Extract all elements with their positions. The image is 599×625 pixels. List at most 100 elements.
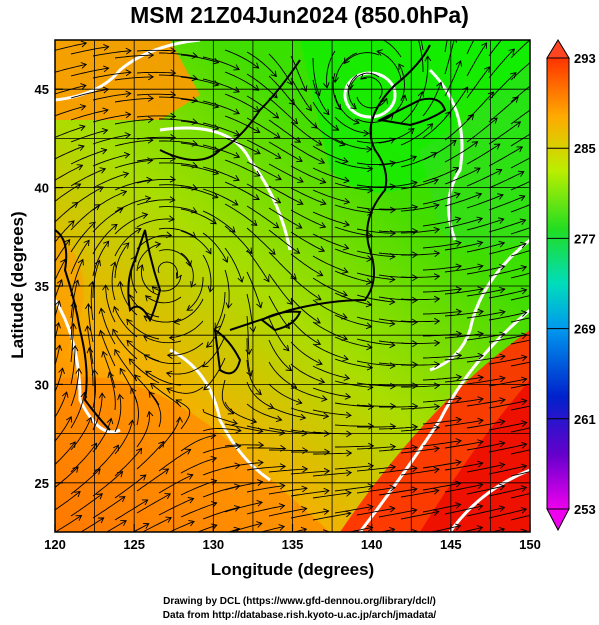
streamline: [378, 156, 417, 166]
streamline: [466, 218, 504, 231]
streamline-arrow: [135, 227, 142, 234]
streamline-arrow: [184, 448, 192, 455]
streamline: [166, 386, 204, 394]
streamline-arrow: [558, 28, 564, 33]
streamline: [70, 443, 97, 473]
streamline: [70, 46, 109, 55]
streamline: [246, 271, 262, 308]
streamline-arrow: [125, 90, 132, 98]
streamlines: [55, 28, 564, 541]
streamline: [114, 349, 138, 382]
streamline-arrow: [398, 63, 405, 70]
streamline-arrow: [285, 365, 293, 372]
streamline-arrow: [318, 246, 326, 253]
streamline-arrow: [389, 443, 397, 451]
streamline-arrow: [343, 220, 350, 228]
streamline-arrow: [318, 157, 326, 165]
streamline: [202, 100, 240, 115]
streamline-arrow: [521, 332, 528, 340]
x-tick-label: 140: [361, 537, 383, 552]
streamline: [136, 158, 176, 162]
streamline: [202, 428, 242, 432]
streamline: [466, 143, 501, 165]
streamline: [334, 226, 373, 237]
streamline: [158, 206, 197, 213]
streamline-arrow: [169, 155, 177, 162]
streamline-arrow: [367, 403, 375, 410]
streamline: [466, 265, 505, 275]
streamline: [444, 241, 483, 251]
streamline: [290, 341, 323, 365]
streamline: [510, 204, 530, 213]
streamline: [444, 505, 483, 515]
streamline-arrow: [253, 127, 261, 133]
streamline-arrow: [367, 503, 374, 511]
streamline-arrow: [320, 199, 327, 206]
streamline-arrow: [296, 398, 303, 405]
streamline: [401, 533, 439, 541]
streamline-arrow: [185, 260, 193, 267]
colorbar-gradient: [546, 57, 570, 510]
streamline-arrow: [520, 485, 528, 492]
streamline-arrow: [112, 328, 119, 336]
streamline-arrow: [88, 280, 96, 288]
streamline: [422, 56, 429, 95]
streamline-arrow: [296, 156, 303, 163]
colorbar-label: 277: [574, 231, 596, 246]
streamline-arrow: [169, 112, 177, 120]
streamline-arrow: [477, 263, 484, 271]
streamline: [224, 203, 258, 226]
streamline-arrow: [233, 152, 241, 159]
streamline-arrow: [481, 42, 488, 49]
streamline-arrow: [367, 462, 375, 470]
streamline-arrow: [143, 335, 150, 342]
streamline: [136, 93, 176, 96]
streamline-arrow: [410, 528, 418, 532]
streamline: [92, 93, 131, 101]
streamline: [70, 186, 104, 209]
streamline-arrow: [454, 192, 461, 199]
streamline: [175, 399, 191, 430]
streamline: [202, 166, 240, 181]
streamline-arrow: [389, 275, 396, 283]
streamline-arrow: [455, 60, 462, 67]
streamline: [400, 363, 440, 366]
streamline: [444, 398, 484, 405]
streamline-arrow: [319, 222, 327, 229]
streamline: [466, 420, 505, 429]
streamline-arrow: [112, 305, 120, 313]
streamline: [334, 506, 373, 514]
streamline-arrow: [433, 226, 441, 234]
streamline-arrow: [343, 57, 350, 65]
streamline-arrow: [433, 466, 440, 474]
streamline: [466, 91, 494, 121]
coastlines: [55, 44, 447, 431]
streamline-arrow: [538, 126, 544, 131]
streamline: [488, 486, 527, 497]
streamline: [488, 96, 519, 123]
streamline: [180, 164, 219, 175]
streamline: [158, 184, 198, 190]
streamline: [400, 468, 440, 476]
streamline-arrow: [100, 147, 108, 155]
streamline: [444, 376, 484, 383]
streamline-arrow: [75, 515, 83, 521]
streamline: [378, 467, 418, 474]
streamline-arrow: [299, 413, 307, 421]
streamline-arrow: [144, 195, 152, 203]
streamline-arrow: [476, 240, 484, 247]
streamline: [444, 40, 448, 53]
streamline: [400, 489, 439, 498]
streamline-arrow: [103, 43, 110, 51]
streamline: [268, 468, 308, 473]
streamline-arrow: [452, 166, 460, 173]
streamline: [488, 219, 526, 233]
streamline-arrow: [186, 304, 193, 311]
colorbar: 293 285 277 269 261 253: [546, 39, 596, 532]
streamline: [400, 320, 440, 323]
streamline-arrow: [128, 358, 135, 365]
streamline-arrow: [323, 467, 331, 475]
streamline-arrow: [381, 97, 389, 105]
streamline-arrow: [467, 113, 475, 121]
streamline-arrow: [363, 129, 370, 137]
